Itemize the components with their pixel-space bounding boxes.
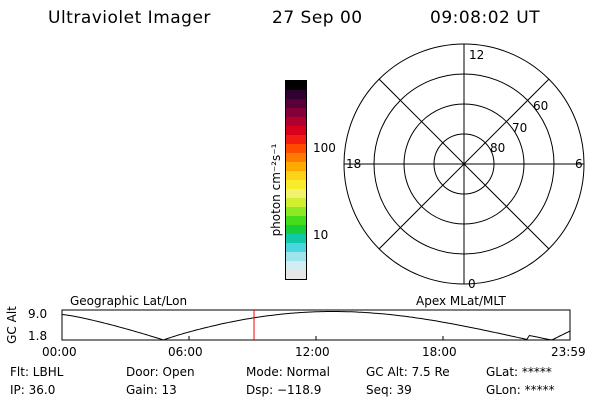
time-tick-label: 23:59 [551,345,586,359]
time-tick-label: 18:00 [422,345,457,359]
track-left-title: Geographic Lat/Lon [70,294,188,308]
track-ymin-label: 1.8 [28,329,48,343]
filter-info: Flt: LBHL [10,365,64,379]
colorbar-tick-label: 10 [313,228,329,242]
ip-info: IP: 36.0 [10,383,56,397]
lat-label: 70 [512,121,527,135]
mlt-label-bottom: 0 [468,277,476,291]
gc-alt-info: GC Alt: 7.5 Re [366,365,450,379]
mlt-label-left: 18 [346,157,361,171]
track-ymax-label: 9.0 [28,307,48,321]
colorbar [285,80,307,280]
polar-diagonal [378,78,550,250]
time-tick-label: 12:00 [295,345,330,359]
altitude-curve [61,311,571,341]
time-tick-label: 00:00 [42,345,77,359]
instrument-title: Ultraviolet Imager [48,8,211,28]
seq-info: Seq: 39 [366,383,412,397]
track-right-title: Apex MLat/MLT [416,294,506,308]
gain-info: Gain: 13 [126,383,177,397]
mode-info: Mode: Normal [246,365,330,379]
glon-info: GLon: ***** [486,383,555,397]
time-tick-label: 06:00 [168,345,203,359]
glat-info: GLat: ***** [486,365,552,379]
mlt-label-top: 12 [469,48,484,62]
colorbar-tick-label: 100 [313,141,336,155]
track-time-ticks [61,336,571,340]
time-label: 09:08:02 UT [430,8,541,28]
door-info: Door: Open [126,365,195,379]
polar-grid [343,43,585,285]
lat-label: 60 [533,99,548,113]
track-frame [61,309,571,341]
track-axis-label: GC Alt [5,306,19,344]
lat-label: 80 [490,141,505,155]
mlt-label-right: 6 [575,157,583,171]
dsp-info: Dsp: −118.9 [246,383,322,397]
date-label: 27 Sep 00 [272,8,363,28]
